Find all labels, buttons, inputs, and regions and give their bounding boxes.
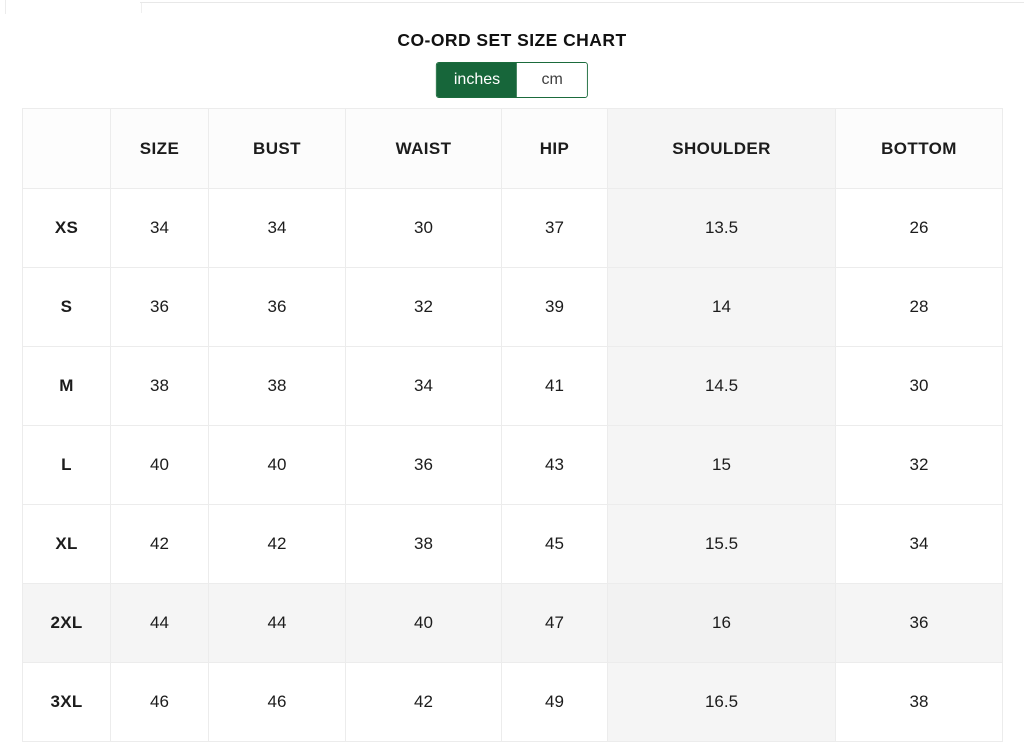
cell-m-bust: 38: [208, 346, 346, 426]
cell-m-shoulder: 14.5: [607, 346, 836, 426]
table-row[interactable]: XS 34 34 30 37 13.5 26: [22, 188, 1003, 268]
table-header-row: SIZE BUST WAIST HIP SHOULDER BOTTOM: [22, 108, 1003, 189]
row-label-m: M: [22, 346, 111, 426]
cell-2xl-shoulder: 16: [607, 583, 836, 663]
row-label-xl: XL: [22, 504, 111, 584]
cell-3xl-bust: 46: [208, 662, 346, 742]
table-row[interactable]: L 40 40 36 43 15 32: [22, 425, 1003, 505]
cell-l-shoulder: 15: [607, 425, 836, 505]
cell-2xl-hip: 47: [501, 583, 608, 663]
modal-inner-border: [141, 3, 142, 13]
cell-xl-bust: 42: [208, 504, 346, 584]
cell-m-bottom: 30: [835, 346, 1003, 426]
table-row[interactable]: 3XL 46 46 42 49 16.5 38: [22, 662, 1003, 742]
cell-3xl-bottom: 38: [835, 662, 1003, 742]
unit-toggle-cm[interactable]: cm: [517, 63, 588, 97]
page-title: CO-ORD SET SIZE CHART: [397, 30, 627, 50]
table-header-shoulder[interactable]: SHOULDER: [607, 108, 836, 189]
cell-xs-bottom: 26: [835, 188, 1003, 268]
cell-s-bottom: 28: [835, 267, 1003, 347]
cell-2xl-waist: 40: [345, 583, 502, 663]
cell-l-hip: 43: [501, 425, 608, 505]
modal-top-border: [140, 2, 1024, 3]
row-label-xs: XS: [22, 188, 111, 268]
cell-s-waist: 32: [345, 267, 502, 347]
cell-xl-hip: 45: [501, 504, 608, 584]
table-header-bottom[interactable]: BOTTOM: [835, 108, 1003, 189]
table-row[interactable]: 2XL 44 44 40 47 16 36: [22, 583, 1003, 663]
cell-xs-size: 34: [110, 188, 209, 268]
row-label-2xl: 2XL: [22, 583, 111, 663]
cell-3xl-hip: 49: [501, 662, 608, 742]
table-header-hip[interactable]: HIP: [501, 108, 608, 189]
cell-xs-waist: 30: [345, 188, 502, 268]
cell-3xl-shoulder: 16.5: [607, 662, 836, 742]
cell-3xl-waist: 42: [345, 662, 502, 742]
cell-l-waist: 36: [345, 425, 502, 505]
cell-2xl-size: 44: [110, 583, 209, 663]
cell-3xl-size: 46: [110, 662, 209, 742]
cell-s-bust: 36: [208, 267, 346, 347]
row-label-s: S: [22, 267, 111, 347]
cell-l-bottom: 32: [835, 425, 1003, 505]
row-label-3xl: 3XL: [22, 662, 111, 742]
cell-xl-bottom: 34: [835, 504, 1003, 584]
table-body: XS 34 34 30 37 13.5 26 S 36 36 32 39 14 …: [22, 188, 1003, 742]
cell-l-size: 40: [110, 425, 209, 505]
modal-left-border: [5, 0, 6, 14]
table-header-bust[interactable]: BUST: [208, 108, 346, 189]
cell-xl-shoulder: 15.5: [607, 504, 836, 584]
size-table-container: SIZE BUST WAIST HIP SHOULDER BOTTOM XS 3…: [22, 108, 1003, 742]
unit-toggle-inches[interactable]: inches: [436, 63, 518, 97]
cell-xl-waist: 38: [345, 504, 502, 584]
table-header-size[interactable]: SIZE: [110, 108, 209, 189]
cell-m-size: 38: [110, 346, 209, 426]
cell-xl-size: 42: [110, 504, 209, 584]
table-header-waist[interactable]: WAIST: [345, 108, 502, 189]
cell-m-hip: 41: [501, 346, 608, 426]
cell-s-shoulder: 14: [607, 267, 836, 347]
cell-m-waist: 34: [345, 346, 502, 426]
table-header-corner: [22, 108, 111, 189]
cell-2xl-bottom: 36: [835, 583, 1003, 663]
cell-l-bust: 40: [208, 425, 346, 505]
table-row[interactable]: M 38 38 34 41 14.5 30: [22, 346, 1003, 426]
cell-s-size: 36: [110, 267, 209, 347]
cell-xs-shoulder: 13.5: [607, 188, 836, 268]
cell-2xl-bust: 44: [208, 583, 346, 663]
cell-s-hip: 39: [501, 267, 608, 347]
cell-xs-bust: 34: [208, 188, 346, 268]
unit-toggle-group[interactable]: inches cm: [435, 62, 589, 98]
row-label-l: L: [22, 425, 111, 505]
table-row[interactable]: XL 42 42 38 45 15.5 34: [22, 504, 1003, 584]
cell-xs-hip: 37: [501, 188, 608, 268]
size-chart-table: SIZE BUST WAIST HIP SHOULDER BOTTOM XS 3…: [22, 108, 1003, 742]
table-header: SIZE BUST WAIST HIP SHOULDER BOTTOM: [22, 108, 1003, 189]
table-row[interactable]: S 36 36 32 39 14 28: [22, 267, 1003, 347]
